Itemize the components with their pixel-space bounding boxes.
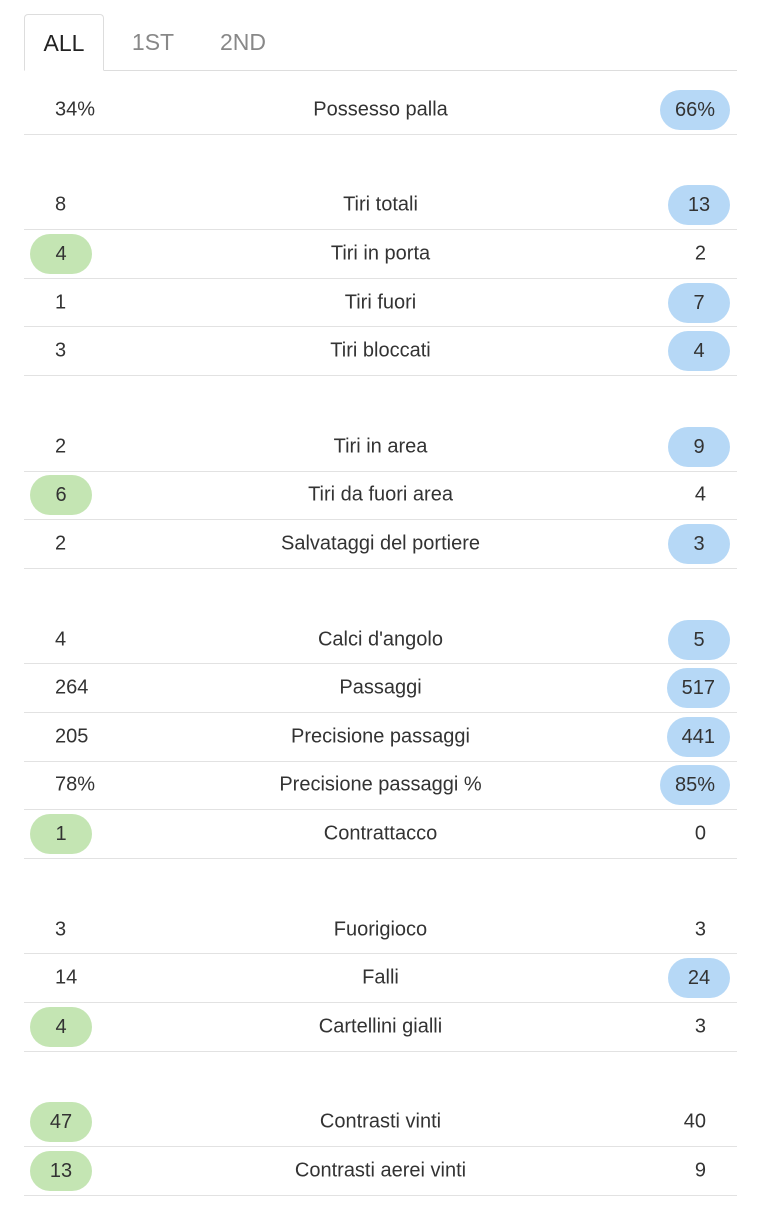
tab[interactable]: 2ND xyxy=(219,29,266,55)
home-value: 264 xyxy=(55,676,89,699)
stat-label: Falli xyxy=(362,966,399,989)
stat-label: Possesso palla xyxy=(313,98,448,121)
stat-row: 78% Precisione passaggi % 85% xyxy=(24,762,737,811)
stat-row: 6 Tiri da fuori area 4 xyxy=(24,472,737,521)
stat-row: 34% Possesso palla 66% xyxy=(24,86,737,135)
stat-row: 2 Tiri in area 9 xyxy=(24,423,737,472)
stat-row: 264 Passaggi 517 xyxy=(24,664,737,713)
home-value: 1 xyxy=(55,291,67,314)
tab-bar: ALL 1ST 2ND xyxy=(24,14,737,71)
away-value: 3 xyxy=(694,1015,706,1038)
home-value: 13 xyxy=(30,1150,92,1191)
stat-label: Salvataggi del portiere xyxy=(280,532,480,555)
home-value: 2 xyxy=(55,435,67,458)
away-value: 4 xyxy=(694,483,706,506)
away-value: 13 xyxy=(668,185,730,226)
away-value: 7 xyxy=(668,282,730,323)
away-value: 66% xyxy=(659,89,730,130)
stat-row: 3 Tiri bloccati 4 xyxy=(24,327,737,376)
stat-label: Tiri da fuori area xyxy=(308,483,453,506)
away-value: 9 xyxy=(668,426,730,467)
stat-row: 4 Calci d'angolo 5 xyxy=(24,616,737,665)
home-value: 78% xyxy=(55,773,96,796)
stat-label: Tiri in porta xyxy=(330,242,431,265)
stat-row: 3 Fuorigioco 3 xyxy=(24,906,737,955)
stat-label: Contrasti vinti xyxy=(319,1110,442,1133)
stat-row: 1 Tiri fuori 7 xyxy=(24,279,737,328)
away-value: 441 xyxy=(666,716,730,757)
tab[interactable]: ALL xyxy=(24,14,104,71)
stat-label: Tiri in area xyxy=(333,435,428,458)
stat-row: 4 Tiri in porta 2 xyxy=(24,230,737,279)
stat-row: 47 Contrasti vinti 40 xyxy=(24,1099,737,1148)
stat-label: Calci d'angolo xyxy=(317,628,443,651)
home-value: 4 xyxy=(30,233,92,274)
home-value: 1 xyxy=(30,813,92,854)
home-value: 14 xyxy=(55,966,78,989)
stat-label: Tiri fuori xyxy=(344,291,417,314)
stat-row: 2 Salvataggi del portiere 3 xyxy=(24,520,737,569)
away-value: 2 xyxy=(694,242,706,265)
away-value: 85% xyxy=(659,765,730,806)
home-value: 4 xyxy=(30,1006,92,1047)
stat-row: 205 Precisione passaggi 441 xyxy=(24,713,737,762)
away-value: 5 xyxy=(668,619,730,660)
away-value: 9 xyxy=(694,1159,706,1182)
stat-label: Cartellini gialli xyxy=(318,1015,443,1038)
away-value: 3 xyxy=(694,918,706,941)
stat-label: Fuorigioco xyxy=(333,918,428,941)
home-value: 8 xyxy=(55,193,67,216)
stat-row: 1 Contrattacco 0 xyxy=(24,810,737,859)
stat-label: Precisione passaggi xyxy=(291,725,470,748)
tab[interactable]: 1ST xyxy=(131,29,175,55)
stat-row: 8 Tiri totali 13 xyxy=(24,182,737,231)
stat-row: 4 Cartellini gialli 3 xyxy=(24,1003,737,1052)
stat-label: Passaggi xyxy=(339,676,422,699)
home-value: 4 xyxy=(55,628,67,651)
away-value: 517 xyxy=(666,668,730,709)
home-value: 6 xyxy=(30,475,92,516)
stat-label: Tiri bloccati xyxy=(330,339,431,362)
home-value: 3 xyxy=(55,918,67,941)
away-value: 3 xyxy=(668,523,730,564)
home-value: 47 xyxy=(30,1102,92,1143)
stat-label: Contrattacco xyxy=(323,822,438,845)
stat-label: Contrasti aerei vinti xyxy=(294,1159,467,1182)
away-value: 4 xyxy=(668,331,730,372)
stat-row: 14 Falli 24 xyxy=(24,954,737,1003)
stat-row: 13 Contrasti aerei vinti 9 xyxy=(24,1147,737,1196)
stat-label: Precisione passaggi % xyxy=(279,773,482,796)
home-value: 3 xyxy=(55,339,67,362)
away-value: 0 xyxy=(694,822,706,845)
stat-label: Tiri totali xyxy=(343,193,418,216)
away-value: 40 xyxy=(683,1110,706,1133)
home-value: 2 xyxy=(55,532,67,555)
home-value: 205 xyxy=(55,725,89,748)
away-value: 24 xyxy=(668,958,730,999)
home-value: 34% xyxy=(55,98,96,121)
